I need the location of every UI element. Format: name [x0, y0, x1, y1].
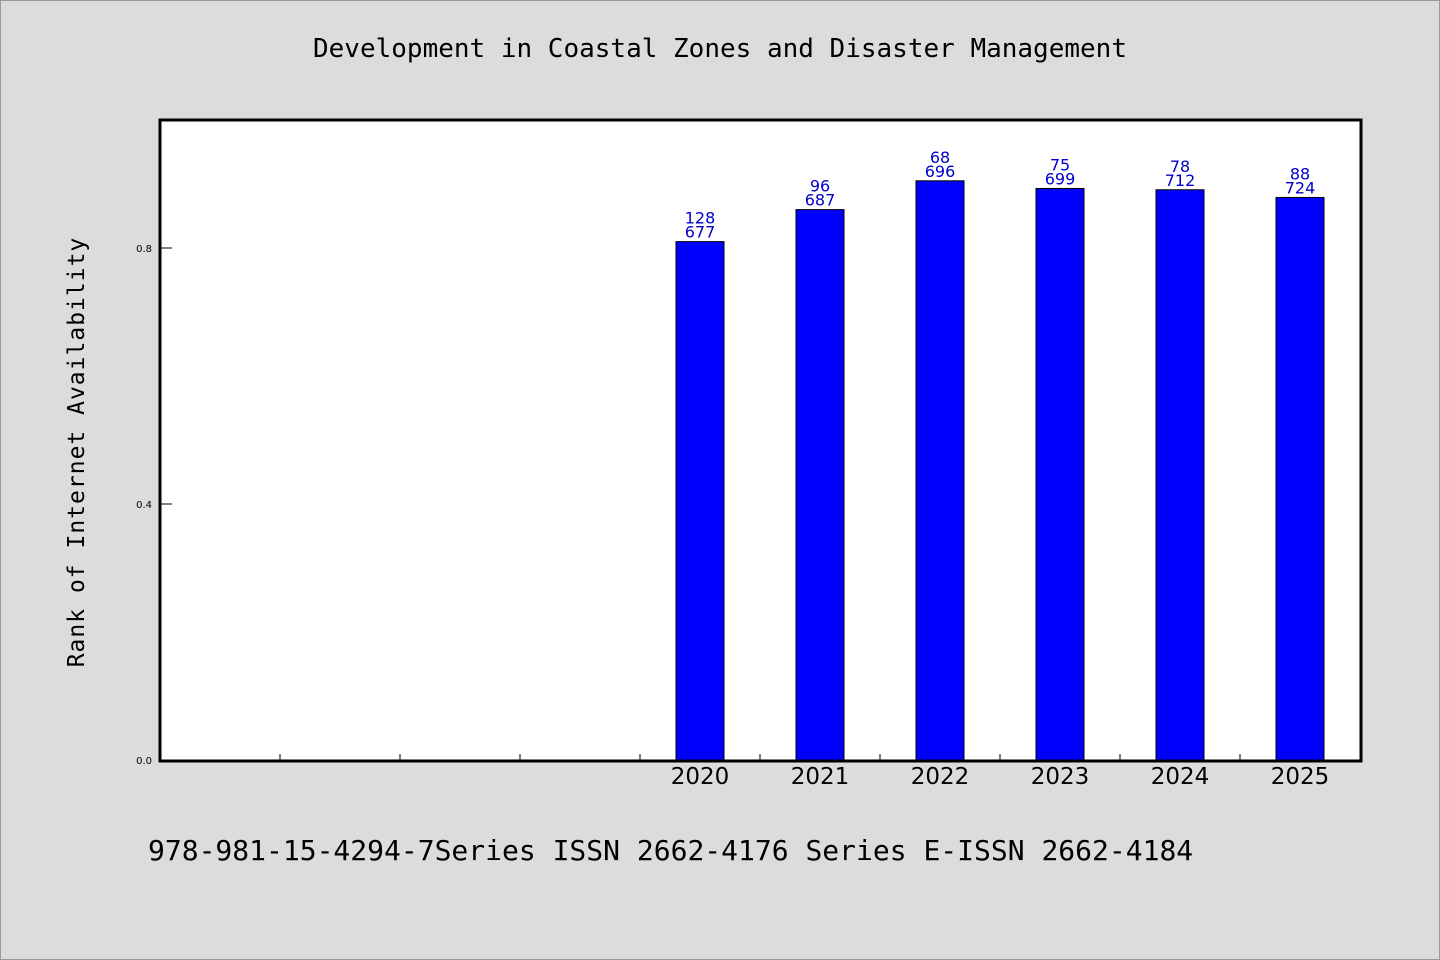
bar-data-label: 687 — [805, 191, 836, 210]
x-tick-labels: 2020 2021 2022 2023 2024 2025 — [671, 764, 1330, 790]
bars — [675, 180, 1325, 761]
bar-data-label: 696 — [925, 162, 956, 181]
bar-data-label: 724 — [1285, 178, 1316, 197]
x-tick-label: 2024 — [1151, 764, 1210, 790]
x-ticks — [279, 754, 1241, 760]
x-tick-label: 2020 — [671, 764, 730, 790]
bar-data-label: 75 — [1050, 155, 1070, 174]
x-tick-label: 2022 — [911, 764, 970, 790]
bar-2020 — [675, 241, 725, 761]
bar-data-label: 677 — [685, 223, 716, 242]
bar-2022 — [915, 180, 965, 761]
y-tick-label: 0.8 — [136, 244, 152, 255]
y-tick-label: 0.4 — [136, 500, 152, 511]
bar-2021 — [795, 209, 845, 761]
chart-title: Development in Coastal Zones and Disaste… — [313, 34, 1127, 64]
bar-data-label: 128 — [685, 209, 716, 228]
bar-data-label: 68 — [930, 148, 950, 167]
y-ticks: 0.0 0.4 0.8 — [136, 244, 172, 767]
bar-2024 — [1155, 189, 1205, 761]
footer-isbn-text: 978-981-15-4294-7Series ISSN 2662-4176 S… — [148, 834, 1194, 867]
x-tick-label: 2025 — [1271, 764, 1330, 790]
bar-2025 — [1275, 196, 1325, 761]
y-tick-label: 0.0 — [136, 756, 152, 767]
bar-data-label: 88 — [1290, 164, 1310, 183]
bar-2023 — [1035, 187, 1085, 761]
bar-data-label: 78 — [1170, 157, 1190, 176]
bar-data-label: 712 — [1165, 171, 1196, 190]
bar-data-label: 699 — [1045, 169, 1076, 188]
bar-data-label: 96 — [810, 177, 830, 196]
x-tick-label: 2021 — [791, 764, 850, 790]
x-tick-label: 2023 — [1031, 764, 1090, 790]
